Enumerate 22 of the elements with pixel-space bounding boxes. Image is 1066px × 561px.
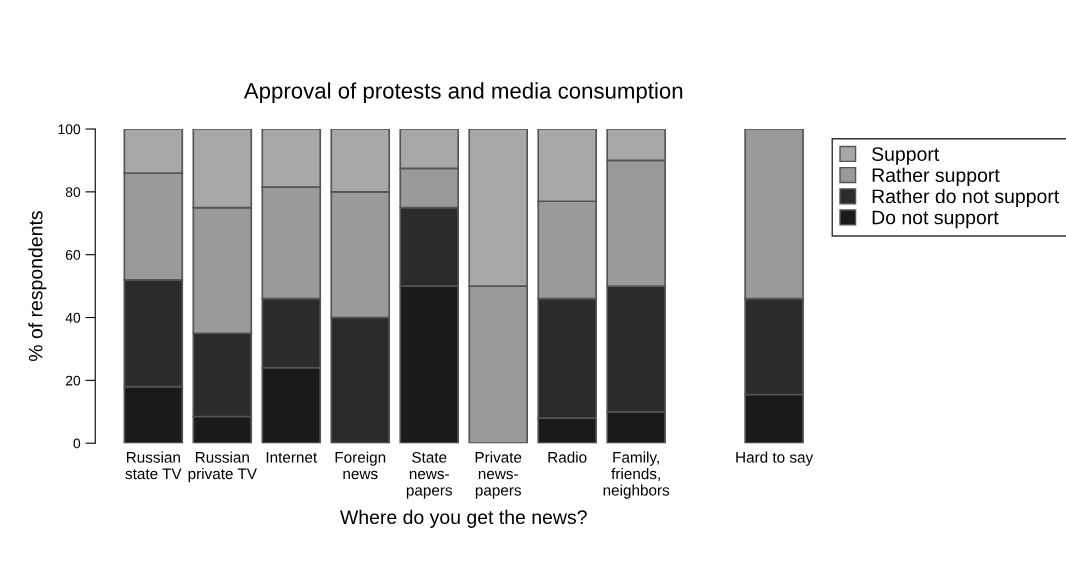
- y-tick-label: 40: [65, 312, 81, 323]
- x-tick-label: Foreign news: [335, 451, 386, 480]
- legend-label: Support: [872, 147, 940, 165]
- x-axis-title: Where do you get the news?: [340, 509, 587, 528]
- x-tick-label: Radio: [548, 451, 587, 463]
- y-tick-label: 20: [65, 375, 81, 386]
- y-tick-label: 80: [65, 187, 81, 198]
- legend-label: Rather do not support: [872, 188, 1060, 208]
- y-tick-label: 60: [65, 250, 81, 260]
- x-tick-label: Private news- papers: [475, 451, 522, 499]
- legend-label: Do not support: [872, 210, 999, 229]
- x-tick-label: Family, friends, neighbors: [603, 451, 670, 499]
- x-tick-label: Internet: [266, 452, 318, 463]
- x-tick-label: State news- papers: [406, 451, 453, 499]
- chart-title: Approval of protests and media consumption: [243, 82, 683, 104]
- y-tick-label: 0: [73, 438, 81, 449]
- y-axis-title: % of respondents: [28, 211, 47, 362]
- x-tick-label: Russian state TV: [125, 451, 182, 480]
- x-tick-label: Russian private TV: [188, 451, 257, 483]
- x-tick-label: Hard to say: [736, 451, 814, 466]
- y-tick-label: 100: [58, 124, 81, 135]
- legend-label: Rather support: [872, 167, 1000, 186]
